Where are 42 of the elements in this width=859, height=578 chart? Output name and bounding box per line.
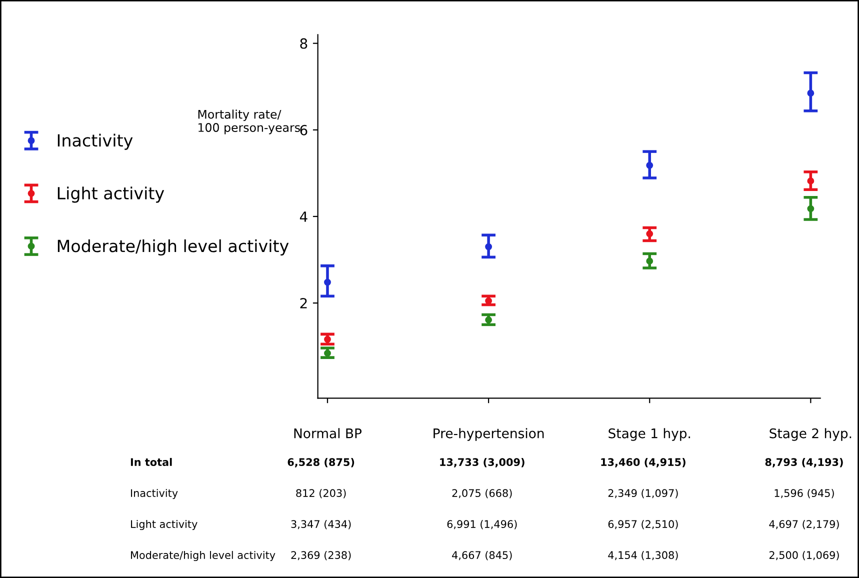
point <box>485 243 492 250</box>
text: Inactivity <box>131 488 178 500</box>
text: 1,596 (945) <box>774 488 834 498</box>
text: 6,528 (875) <box>288 458 354 468</box>
text: 6,991 (1,496) <box>447 520 517 530</box>
legend-label: Moderate/high level activity <box>58 239 289 256</box>
point <box>324 278 331 286</box>
y-tick-label: 4 <box>300 212 308 222</box>
x-tick-label: Stage 2 hyp. <box>770 428 852 441</box>
legend-label: Light activity <box>58 186 164 203</box>
y-axis-title: Mortality rate/ 100 person-years <box>198 110 300 134</box>
y-tick-label: 6 <box>300 124 308 136</box>
point <box>646 162 654 169</box>
point <box>807 178 814 184</box>
x-tick-label: Pre-hypertension <box>434 428 544 441</box>
text: Light activity <box>131 520 198 530</box>
text: 812 (203) <box>296 488 346 498</box>
point <box>485 316 492 324</box>
x-tick-label: Normal BP <box>294 428 362 438</box>
legend-label: Inactivity <box>58 134 133 150</box>
text: 2,349 (1,097) <box>608 488 678 498</box>
y-tick-label: 8 <box>300 38 308 49</box>
y-tick-label: 2 <box>300 298 307 308</box>
point <box>485 297 492 304</box>
text: 4,697 (2,179) <box>769 520 839 530</box>
text: 13,733 (3,009) <box>440 458 524 468</box>
point <box>646 258 654 265</box>
point <box>807 205 814 212</box>
text: 2,075 (668) <box>452 488 512 498</box>
text: In total <box>130 458 172 466</box>
text: 4,667 (845) <box>452 550 512 560</box>
text: 8,793 (4,193) <box>765 458 843 468</box>
text: 2,369 (238) <box>291 550 351 560</box>
text: 3,347 (434) <box>291 520 351 530</box>
text: 6,957 (2,510) <box>608 520 678 530</box>
point <box>646 230 654 238</box>
point <box>807 90 814 97</box>
x-tick-label: Stage 1 hyp. <box>608 428 690 441</box>
text: 2,500 (1,069) <box>769 550 839 560</box>
text: Moderate/high level activity <box>131 550 276 562</box>
text: 4,154 (1,308) <box>608 550 678 560</box>
text: 13,460 (4,915) <box>601 458 686 468</box>
